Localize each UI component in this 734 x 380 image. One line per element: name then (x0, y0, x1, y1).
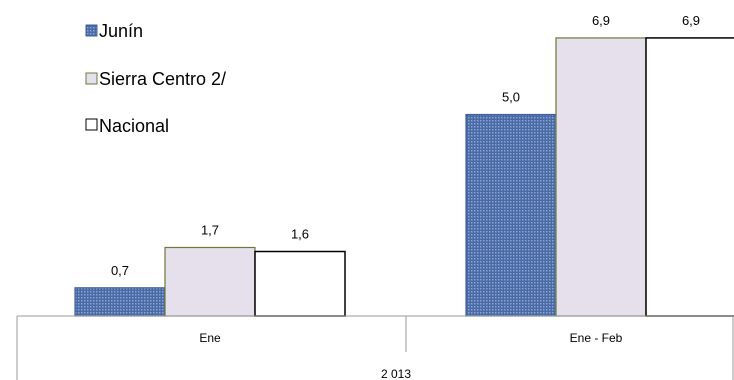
legend-swatch-junin (85, 24, 98, 37)
legend: Junín Sierra Centro 2/ Nacional (85, 21, 226, 136)
bars-layer (74, 37, 734, 317)
bar-nacional-ene-feb (645, 37, 734, 317)
category-label-ene: Ene (199, 331, 221, 345)
x-axis: Ene Ene - Feb 2 013 (16, 315, 734, 380)
legend-item-nacional: Nacional (85, 116, 169, 136)
data-label-sierra-centro-2-ene-feb: 6,9 (592, 13, 610, 28)
bar-sierra-centro-2-ene-feb (555, 37, 647, 317)
legend-item-junin: Junín (85, 21, 143, 41)
group-label-year: 2 013 (381, 367, 411, 380)
data-label-junin-ene-feb: 5,0 (502, 90, 520, 105)
data-label-nacional-ene: 1,6 (291, 227, 309, 242)
category-label-ene-feb: Ene - Feb (570, 331, 623, 345)
bar-junin-ene-feb (465, 113, 557, 317)
legend-label-junin: Junín (99, 21, 143, 41)
legend-label-sierra-centro: Sierra Centro 2/ (99, 69, 226, 89)
legend-item-sierra-centro: Sierra Centro 2/ (85, 69, 226, 89)
legend-swatch-sierra-centro (85, 72, 98, 85)
legend-swatch-nacional (85, 118, 98, 131)
legend-label-nacional: Nacional (99, 116, 169, 136)
data-label-nacional-ene-feb: 6,9 (682, 13, 700, 28)
bar-sierra-centro-2-ene (164, 246, 256, 317)
data-labels-layer: 0,7 1,7 1,6 5,0 6,9 6,9 (111, 13, 700, 278)
bar-junin-ene (74, 287, 166, 317)
bar-nacional-ene (254, 250, 346, 317)
data-label-junin-ene: 0,7 (111, 263, 129, 278)
data-label-sierra-centro-2-ene: 1,7 (201, 222, 219, 237)
